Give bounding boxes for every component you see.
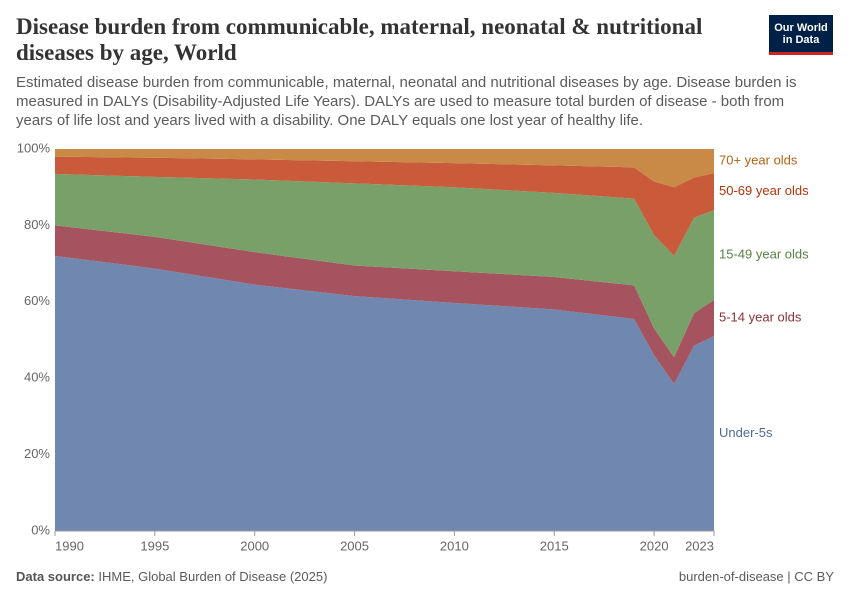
logo-line: Our World [774,21,828,34]
x-tick-label: 2023 [685,538,714,553]
area [55,255,714,531]
note: burden-of-disease | CC BY [678,569,834,584]
x-tick-label: 1995 [140,538,169,553]
legend-label: 15-49 year olds [719,246,809,261]
area [55,225,714,384]
y-tick-label: 80% [24,217,50,232]
x-tick-label: 2020 [640,538,669,553]
area [55,156,714,256]
y-tick-label: 20% [24,446,50,461]
logo[interactable]: Our World in Data [769,15,833,55]
chart-title: Disease burden from communicable, matern… [16,14,703,65]
chart-subtitle: Estimated disease burden from communicab… [16,74,797,129]
y-tick-label: 60% [24,293,50,308]
y-tick-label: 0% [31,522,50,537]
source-label: Data source: [16,569,95,584]
area [55,149,714,188]
source-text[interactable]: IHME, Global Burden of Disease (2025) [98,569,328,584]
y-tick-label: 40% [24,370,50,385]
x-tick-label: 2000 [240,538,269,553]
area [55,173,714,358]
logo-line: in Data [782,33,820,46]
legend-label: Under-5s [719,425,773,440]
y-tick-label: 100% [17,140,51,155]
x-tick-label: 2010 [440,538,469,553]
legend-label: 5-14 year olds [719,309,802,324]
legend-label: 50-69 year olds [719,183,809,198]
legend-label: 70+ year olds [719,152,798,167]
x-tick-label: 1990 [55,538,84,553]
x-tick-label: 2015 [540,538,569,553]
x-tick-label: 2005 [340,538,369,553]
source: Data source: IHME, Global Burden of Dise… [16,569,327,584]
